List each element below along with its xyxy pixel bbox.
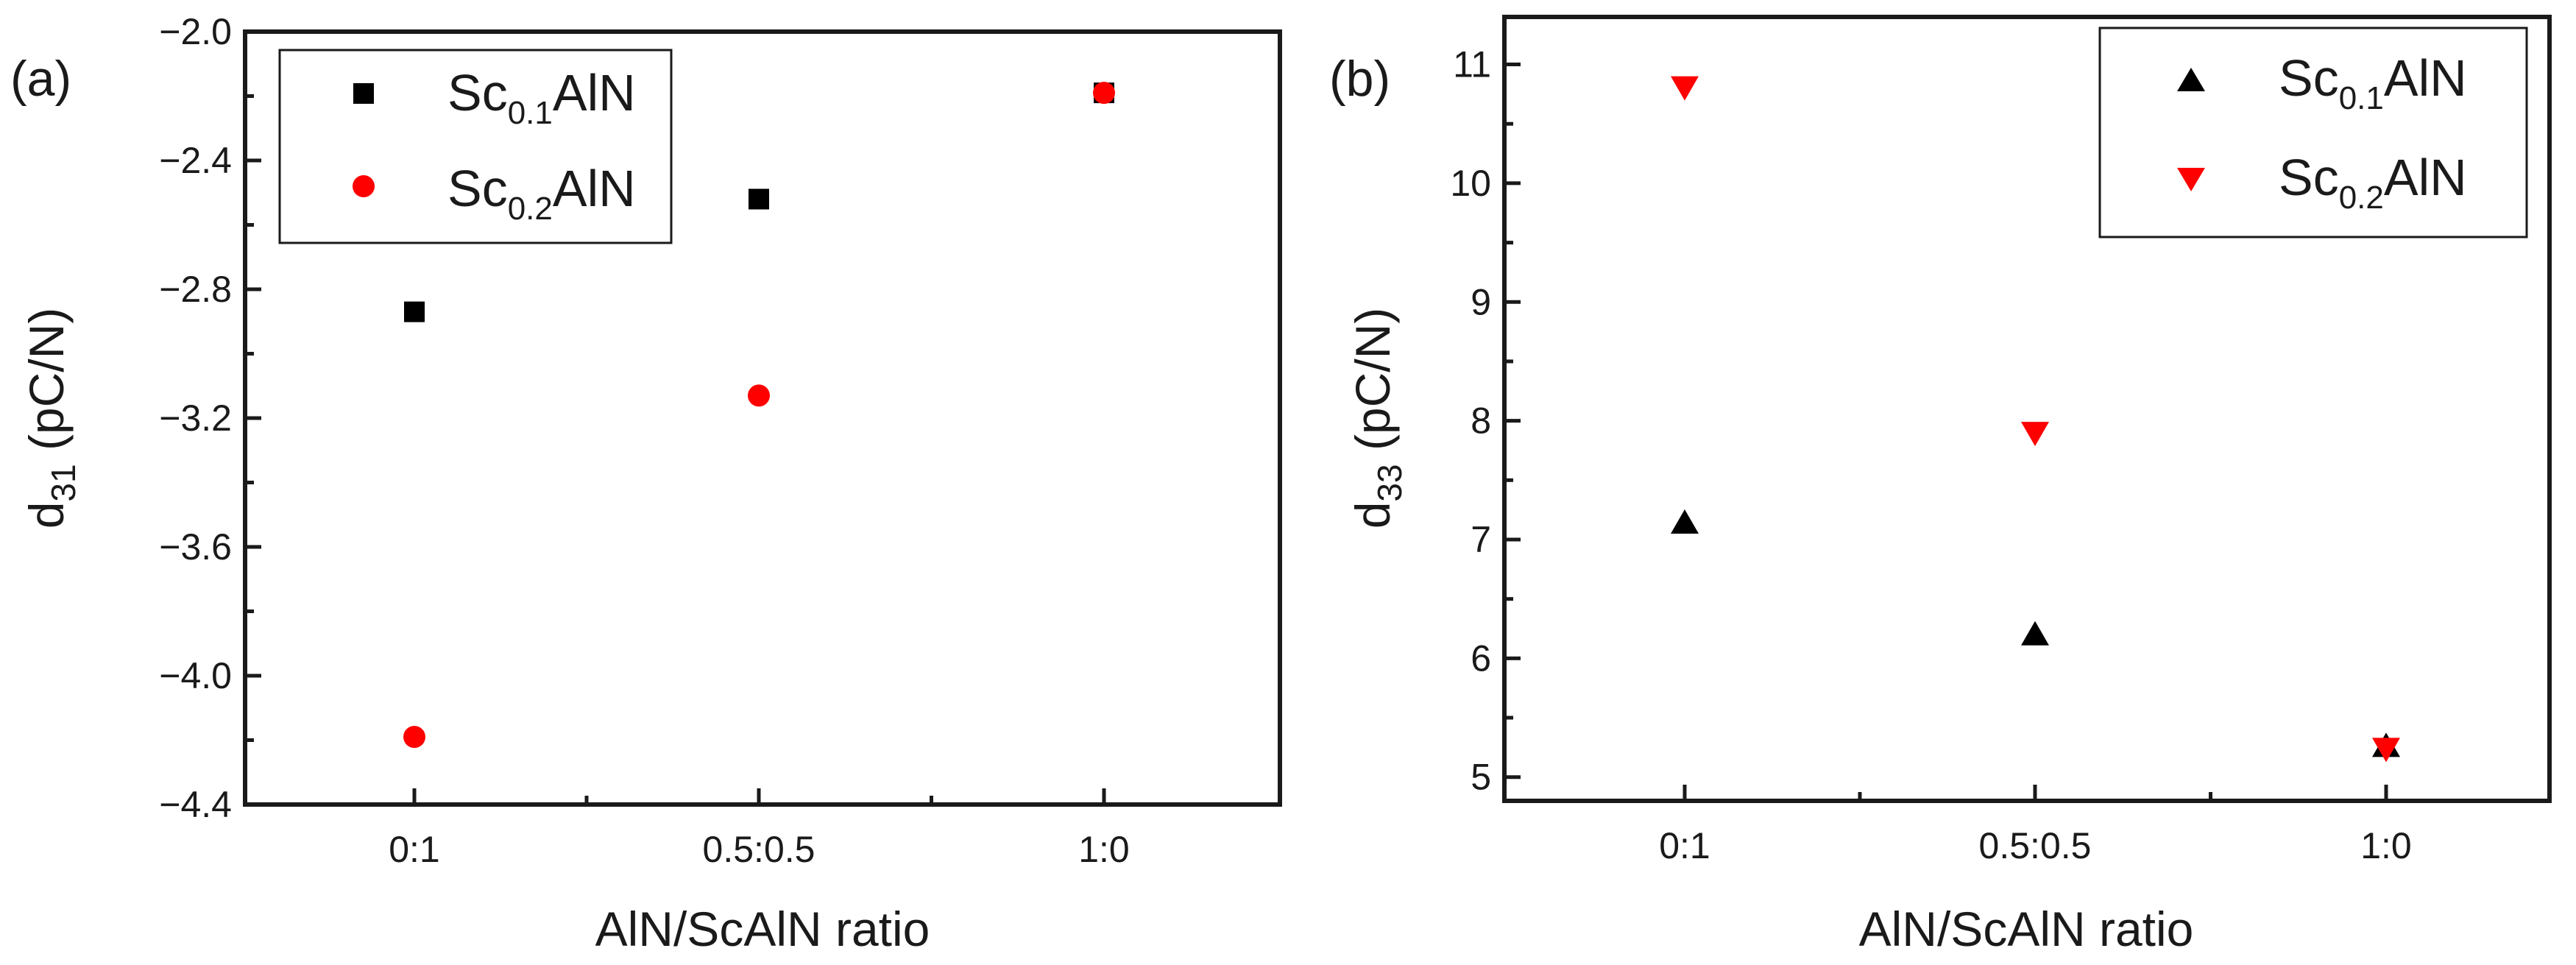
tick-group-a bbox=[245, 29, 1106, 807]
y-axis-title-sub-b: 33 bbox=[1370, 464, 1409, 501]
data-point-b-s1-1 bbox=[2021, 422, 2049, 447]
y-tick-label-b-6: 11 bbox=[1453, 44, 1491, 85]
x-axis-title-b: AlN/ScAlN ratio bbox=[1859, 902, 2194, 956]
y-axis-title-rest-a: (pC/N) bbox=[19, 308, 74, 464]
legend-a: Sc0.1AlN Sc0.2AlN bbox=[278, 49, 673, 244]
legend-entry-a-0-pre: Sc bbox=[447, 64, 508, 121]
legend-marker-a-1 bbox=[353, 175, 375, 197]
x-tick-label-b-2: 1:0 bbox=[2360, 825, 2412, 866]
legend-entry-a-0-sub: 0.1 bbox=[508, 95, 553, 131]
x-tick-label-a-2: 1:0 bbox=[1078, 829, 1130, 870]
legend-b: Sc0.1AlN Sc0.2AlN bbox=[2098, 26, 2528, 238]
x-tick-label-a-1: 0.5:0.5 bbox=[703, 829, 815, 870]
legend-entry-a-1: Sc0.2AlN bbox=[447, 160, 636, 227]
marks-b bbox=[1671, 76, 2400, 763]
legend-entry-a-0-post: AlN bbox=[553, 64, 636, 121]
y-tick-label-a-0: −2.0 bbox=[159, 11, 232, 52]
y-axis-title-sub-a: 31 bbox=[44, 464, 82, 501]
x-axis-title-a: AlN/ScAlN ratio bbox=[595, 902, 930, 956]
marks-a bbox=[403, 82, 1115, 749]
x-tick-label-b-0: 0:1 bbox=[1659, 825, 1710, 866]
legend-entry-a-1-pre: Sc bbox=[447, 160, 508, 217]
legend-marker-b-1 bbox=[2177, 168, 2205, 191]
x-tick-label-b-1: 0.5:0.5 bbox=[1979, 825, 2092, 866]
y-tick-label-a-2: −2.8 bbox=[159, 269, 232, 310]
data-point-a-s0-1 bbox=[749, 188, 769, 210]
y-axis-title-rest-b: (pC/N) bbox=[1345, 308, 1400, 464]
legend-box-b bbox=[2098, 26, 2528, 238]
legend-marker-b-0 bbox=[2177, 68, 2205, 91]
data-point-b-s0-1 bbox=[2021, 621, 2049, 646]
y-tick-label-a-3: −3.2 bbox=[159, 397, 232, 439]
data-point-a-s1-0 bbox=[403, 726, 425, 749]
legend-entry-b-1-pre: Sc bbox=[2279, 149, 2339, 206]
legend-entry-a-1-sub: 0.2 bbox=[508, 191, 553, 227]
y-axis-title-main-b: d bbox=[1345, 502, 1400, 529]
legend-entry-a-0: Sc0.1AlN bbox=[447, 64, 636, 131]
y-tick-label-b-2: 7 bbox=[1471, 519, 1491, 560]
panel-label-b: (b) bbox=[1329, 51, 1390, 107]
data-point-b-s1-0 bbox=[1671, 76, 1699, 101]
data-point-a-s1-1 bbox=[748, 384, 770, 407]
chart-panel-b: (b) 5 6 7 8 9 10 11 0:1 0.5:0.5 1:0 AlN/ScAlN rat… bbox=[1329, 15, 2552, 956]
y-tick-label-a-5: −4.0 bbox=[159, 655, 232, 696]
data-point-a-s1-2 bbox=[1093, 82, 1115, 105]
legend-entry-b-0-post: AlN bbox=[2384, 49, 2467, 107]
y-axis-title-main-a: d bbox=[19, 502, 74, 529]
tick-group-b bbox=[1504, 63, 2388, 801]
y-tick-label-b-5: 10 bbox=[1450, 163, 1491, 204]
chart-panel-a: (a) −2.0 −2.4 −2.8 −3.2 −3.6 −4.0 −4.4 0:1 0.5:0… bbox=[10, 11, 1282, 956]
plot-frame-b bbox=[1502, 15, 2552, 803]
legend-entry-b-1: Sc0.2AlN bbox=[2279, 149, 2467, 216]
legend-entry-b-0: Sc0.1AlN bbox=[2279, 49, 2467, 116]
y-tick-label-b-4: 9 bbox=[1471, 281, 1491, 322]
tick-label-group-a: −2.0 −2.4 −2.8 −3.2 −3.6 −4.0 −4.4 0:1 0.5:0.5 1:… bbox=[159, 11, 1129, 870]
data-point-b-s1-2 bbox=[2372, 738, 2400, 763]
legend-entry-b-0-pre: Sc bbox=[2279, 49, 2339, 107]
y-tick-label-a-1: −2.4 bbox=[159, 140, 232, 181]
legend-entry-b-1-sub: 0.2 bbox=[2339, 180, 2384, 216]
data-point-b-s0-0 bbox=[1671, 509, 1699, 534]
y-tick-label-b-3: 8 bbox=[1471, 400, 1491, 442]
y-tick-label-b-1: 6 bbox=[1471, 637, 1491, 679]
x-tick-label-a-0: 0:1 bbox=[389, 829, 440, 870]
legend-marker-a-0 bbox=[353, 83, 374, 104]
y-tick-label-a-6: −4.4 bbox=[159, 784, 232, 825]
legend-entry-b-0-sub: 0.1 bbox=[2339, 80, 2384, 116]
y-tick-label-a-4: −3.6 bbox=[159, 526, 232, 568]
legend-box-a bbox=[278, 49, 673, 244]
panel-label-a: (a) bbox=[10, 51, 71, 107]
y-axis-title-b: d33 (pC/N) bbox=[1345, 308, 1409, 529]
data-point-a-s0-0 bbox=[404, 301, 425, 322]
y-tick-label-b-0: 5 bbox=[1471, 757, 1491, 798]
legend-entry-a-1-post: AlN bbox=[553, 160, 636, 217]
legend-entry-b-1-post: AlN bbox=[2384, 149, 2467, 206]
y-axis-title-a: d31 (pC/N) bbox=[19, 308, 82, 529]
tick-label-group-b: 5 6 7 8 9 10 11 0:1 0.5:0.5 1:0 bbox=[1450, 44, 2411, 866]
